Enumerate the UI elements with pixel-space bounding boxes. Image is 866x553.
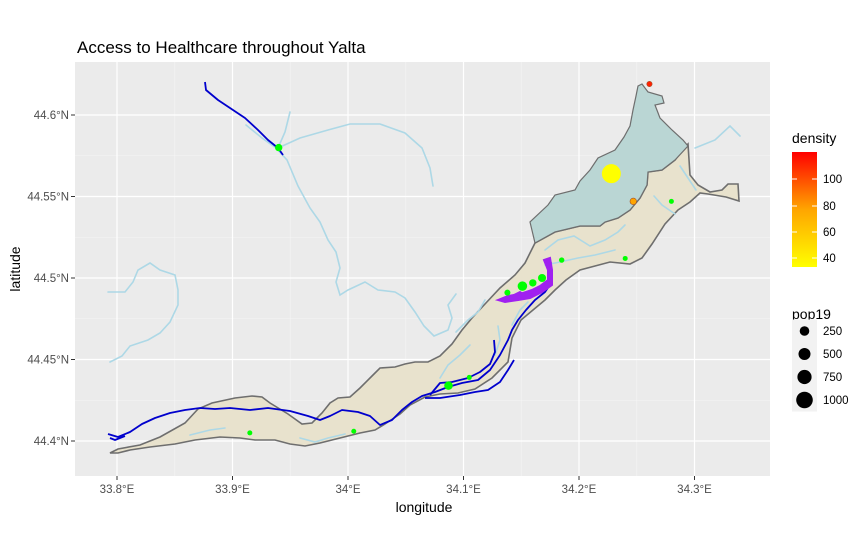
roads: [107, 81, 553, 441]
y-tick-label: 44.4°N: [34, 436, 69, 448]
x-axis: 33.8°E 33.9°E 34°E 34.1°E 34.2°E 34.3°E: [100, 476, 712, 496]
district-area: [109, 142, 740, 454]
healthcare-point: [444, 381, 453, 390]
y-tick-label: 44.6°N: [34, 110, 69, 122]
pop19-key-circle: [798, 348, 811, 360]
data-points: [247, 81, 674, 436]
density-tick-label: 100: [823, 174, 842, 186]
pop19-key-label: 500: [823, 349, 842, 361]
pop19-legend: pop19 250 500 750 1000: [792, 306, 849, 412]
density-tick-label: 80: [823, 201, 836, 213]
y-tick-label: 44.5°N: [34, 273, 69, 285]
y-tick-label: 44.45°N: [27, 355, 69, 367]
healthcare-point: [466, 374, 472, 380]
healthcare-point: [629, 197, 637, 205]
x-axis-title: longitude: [396, 499, 453, 515]
density-tick-label: 60: [823, 227, 836, 239]
healthcare-point: [517, 281, 528, 291]
healthcare-point: [529, 279, 537, 287]
pop19-keys: 250 500 750 1000: [792, 319, 849, 412]
rivers: [107, 111, 741, 443]
x-tick-label: 33.9°E: [215, 484, 250, 496]
healthcare-point: [622, 255, 628, 261]
urban-areas: [494, 256, 553, 304]
pop19-key-label: 250: [823, 326, 842, 338]
y-tick-label: 44.55°N: [27, 192, 69, 204]
density-ticks: 40 60 80 100: [792, 174, 842, 265]
healthcare-point: [558, 257, 565, 263]
healthcare-point: [504, 289, 511, 296]
y-axis-title: latitude: [7, 246, 23, 291]
x-tick-label: 33.8°E: [100, 484, 135, 496]
healthcare-point: [646, 81, 653, 88]
density-colorbar: [792, 152, 817, 267]
pop19-key-label: 750: [823, 372, 842, 384]
pop19-key-circle: [796, 391, 813, 409]
x-tick-label: 34.3°E: [677, 484, 712, 496]
healthcare-point: [247, 430, 253, 436]
density-tick-label: 40: [823, 253, 836, 265]
map-layers: [107, 81, 741, 454]
density-legend: density 40 60 80 100: [792, 130, 842, 267]
pop19-key-circle: [797, 369, 812, 385]
x-tick-label: 34.2°E: [562, 484, 597, 496]
healthcare-point: [538, 273, 547, 283]
pop19-legend-title: pop19: [792, 306, 831, 322]
density-legend-title: density: [792, 130, 836, 146]
chart-title: Access to Healthcare throughout Yalta: [77, 38, 366, 57]
healthcare-point: [668, 198, 674, 204]
pop19-key-circle: [799, 326, 810, 336]
north-area: [529, 83, 689, 244]
healthcare-point: [601, 164, 621, 184]
x-tick-label: 34.1°E: [446, 484, 481, 496]
x-tick-label: 34°E: [335, 484, 360, 496]
pop19-key-label: 1000: [823, 395, 849, 407]
healthcare-point: [275, 143, 283, 152]
y-axis: 44.4°N 44.45°N 44.5°N 44.55°N 44.6°N: [27, 110, 75, 448]
healthcare-point: [351, 428, 357, 434]
